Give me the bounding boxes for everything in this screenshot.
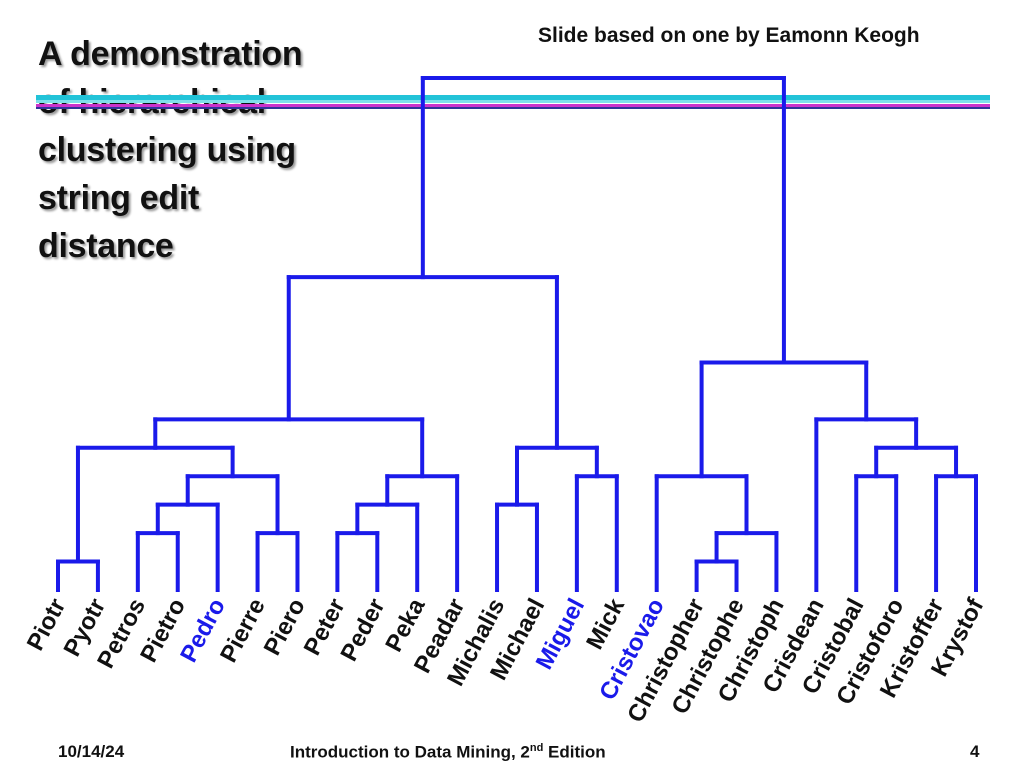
footer-course: Introduction to Data Mining, 2nd Edition [290, 742, 606, 763]
footer-course-sup: nd [529, 742, 544, 754]
slide-credit: Slide based on one by Eamonn Keogh [538, 24, 920, 47]
decorative-stripe-magenta [36, 104, 990, 107]
dendrogram-branches [56, 76, 978, 592]
title-line: clustering using [38, 131, 296, 169]
title-line: distance [38, 227, 174, 265]
decorative-stripe-navy [36, 107, 990, 109]
footer-date: 10/14/24 [58, 742, 125, 761]
title-line: A demonstration [38, 35, 303, 73]
footer-course-suffix: Edition [543, 742, 606, 762]
title-line: string edit [38, 179, 200, 217]
dendrogram-leaf-labels: PiotrPyotrPetrosPietroPedroPierrePieroPe… [22, 593, 990, 727]
footer-page-number: 4 [970, 742, 980, 761]
decorative-stripe-cyan [36, 95, 990, 100]
decorative-stripe-cyan-light [36, 100, 990, 103]
footer-course-text: Introduction to Data Mining, 2 [290, 742, 530, 762]
